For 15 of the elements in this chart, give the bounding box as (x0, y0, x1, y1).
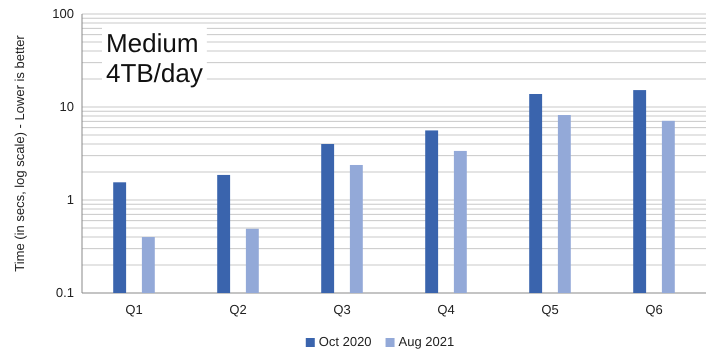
x-tick-label: Q6 (645, 302, 663, 318)
y-tick-label: 10 (60, 99, 74, 114)
annotation: Medium (106, 28, 198, 58)
x-tick-label: Q5 (541, 302, 559, 318)
legend-label: Aug 2021 (398, 334, 454, 349)
x-tick-label: Q2 (229, 302, 247, 318)
x-tick-label: Q4 (437, 302, 455, 318)
annotation: 4TB/day (106, 58, 203, 88)
legend-label: Oct 2020 (318, 334, 372, 349)
y-tick-label: 1 (66, 192, 74, 208)
x-tick-label: Q1 (125, 302, 143, 318)
x-tick-label: Q3 (333, 302, 351, 318)
y-axis-title: Time (in secs, log scale) - Lower is better (12, 34, 27, 272)
y-tick-label: 100 (52, 6, 74, 22)
y-tick-label: 0.1 (56, 285, 74, 300)
